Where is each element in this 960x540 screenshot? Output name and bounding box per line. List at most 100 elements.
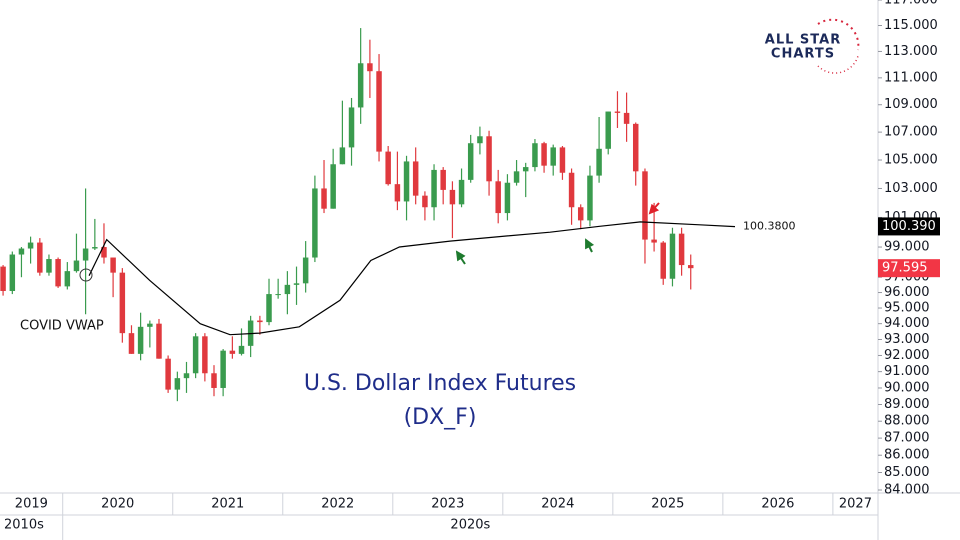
candle-body bbox=[156, 323, 162, 359]
candle-body bbox=[376, 71, 382, 152]
x-tick-label: 2019 bbox=[15, 497, 48, 512]
candle-body bbox=[550, 147, 556, 166]
candle-body bbox=[440, 169, 446, 190]
candle-body bbox=[367, 63, 373, 72]
candle-body bbox=[64, 271, 71, 287]
y-tick-label: 85.000 bbox=[884, 465, 930, 480]
candle-body bbox=[9, 254, 16, 291]
y-tick-label: 91.000 bbox=[884, 364, 930, 379]
candle-body bbox=[119, 272, 126, 334]
y-tick-label: 96.000 bbox=[884, 285, 930, 300]
logo-stars bbox=[817, 55, 859, 74]
candle-body bbox=[92, 247, 98, 249]
chart-title: U.S. Dollar Index Futures bbox=[304, 371, 576, 396]
y-tick-label: 90.000 bbox=[884, 380, 930, 395]
candle-body bbox=[357, 63, 364, 108]
candle-body bbox=[651, 239, 657, 243]
logo: ALL STAR CHARTS bbox=[765, 18, 860, 74]
candle-body bbox=[275, 294, 281, 296]
candle-body bbox=[174, 378, 181, 390]
candle-body bbox=[458, 179, 465, 205]
candle-body bbox=[642, 171, 648, 240]
arrow bbox=[585, 238, 595, 253]
candle-body bbox=[238, 345, 245, 354]
chart-subtitle: (DX_F) bbox=[404, 405, 477, 430]
candle-body bbox=[431, 169, 437, 208]
price-box-label: 97.595 bbox=[882, 261, 928, 276]
candle-body bbox=[46, 259, 52, 273]
x-tick-label: 2021 bbox=[211, 497, 244, 512]
candle-body bbox=[587, 175, 593, 221]
vwap-end-label: 100.3800 bbox=[743, 220, 796, 233]
axes: 84.000 85.000 86.000 87.000 88.000 89.000 90.0… bbox=[4, 0, 940, 540]
candle-body bbox=[541, 143, 547, 166]
y-tick-label: 94.000 bbox=[884, 316, 930, 331]
candle-body bbox=[522, 167, 529, 172]
candle-body bbox=[422, 195, 428, 208]
candle-body bbox=[467, 143, 474, 180]
x-tick-label: 2023 bbox=[431, 497, 464, 512]
candle-body bbox=[192, 336, 199, 374]
candle-body bbox=[211, 373, 217, 388]
candle-body bbox=[403, 161, 410, 202]
candle-body bbox=[623, 112, 630, 124]
candle-body bbox=[27, 242, 34, 249]
candle-body bbox=[266, 294, 272, 323]
logo-line: CHARTS bbox=[771, 47, 835, 62]
candle-body bbox=[128, 333, 135, 354]
arrow bbox=[455, 250, 466, 265]
candle-body bbox=[394, 184, 401, 202]
y-tick-label: 89.000 bbox=[884, 397, 930, 412]
candle-body bbox=[339, 147, 346, 165]
y-tick-label: 103.000 bbox=[884, 181, 938, 196]
candle-body bbox=[532, 143, 538, 168]
y-tick-label: 117.000 bbox=[884, 0, 938, 8]
x-tick-label: 2026 bbox=[761, 497, 794, 512]
y-tick-label: 84.000 bbox=[884, 483, 930, 498]
candle-body bbox=[82, 248, 89, 261]
candle-body bbox=[449, 189, 456, 205]
candle-body bbox=[568, 172, 575, 208]
candle-body bbox=[101, 247, 107, 258]
y-tick-label: 111.000 bbox=[884, 70, 938, 85]
y-tick-label: 115.000 bbox=[884, 18, 938, 33]
price-box bbox=[878, 259, 940, 278]
y-tick-label: 95.000 bbox=[884, 301, 930, 316]
candle-body bbox=[202, 336, 208, 374]
candle-body bbox=[660, 242, 666, 279]
logo-stars bbox=[817, 18, 860, 51]
candle-body bbox=[257, 320, 263, 323]
candle-body bbox=[165, 358, 171, 390]
candle-body bbox=[18, 248, 25, 255]
x-tick-label: 2022 bbox=[321, 497, 354, 512]
y-tick-label: 93.000 bbox=[884, 332, 930, 347]
decade-label: 2020s bbox=[450, 518, 490, 533]
candle-body bbox=[220, 350, 226, 388]
candle-body bbox=[577, 207, 584, 221]
candle-body bbox=[614, 111, 621, 113]
y-tick-label: 107.000 bbox=[884, 125, 938, 140]
vwap-line bbox=[88, 221, 736, 336]
plot-area: 100.3800 bbox=[0, 28, 796, 402]
y-tick-label: 86.000 bbox=[884, 448, 930, 463]
candle-body bbox=[504, 182, 511, 214]
x-tick-label: 2020 bbox=[101, 497, 134, 512]
y-tick-label: 92.000 bbox=[884, 348, 930, 363]
price-box bbox=[878, 217, 940, 236]
candle-body bbox=[312, 188, 318, 258]
y-tick-label: 105.000 bbox=[884, 153, 938, 168]
candle-body bbox=[495, 181, 501, 214]
candle-body bbox=[55, 259, 61, 287]
y-tick-label: 113.000 bbox=[884, 44, 938, 59]
logo-line: ALL STAR bbox=[765, 33, 841, 48]
anchor-circle bbox=[79, 268, 93, 282]
candle-body bbox=[0, 266, 6, 291]
y-tick-label: 109.000 bbox=[884, 97, 938, 112]
candle-body bbox=[513, 171, 520, 183]
candle-body bbox=[559, 147, 566, 173]
y-tick-label: 87.000 bbox=[884, 431, 930, 446]
candle-body bbox=[293, 283, 300, 285]
x-tick-label: 2025 bbox=[651, 497, 684, 512]
candle-body bbox=[147, 323, 153, 327]
